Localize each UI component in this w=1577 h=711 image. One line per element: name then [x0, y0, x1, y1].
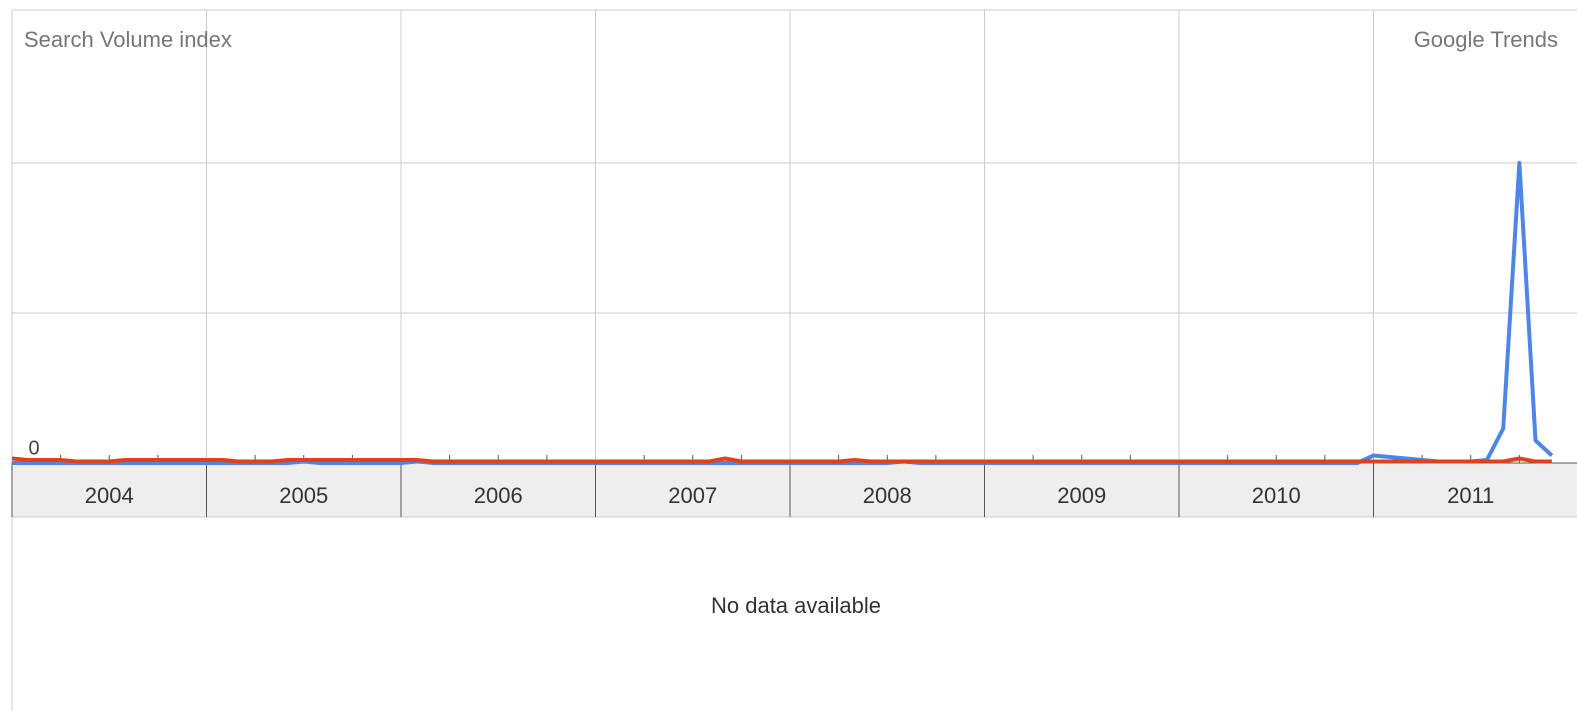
x-tick-label: 2007	[668, 483, 717, 508]
x-tick-label: 2009	[1057, 483, 1106, 508]
series-line	[11, 456, 1552, 464]
x-tick-label: 2008	[863, 483, 912, 508]
x-tick-label: 2005	[279, 483, 328, 508]
x-axis-band	[12, 463, 1577, 517]
x-tick-label: 2010	[1252, 483, 1301, 508]
x-tick-label: 2004	[85, 483, 134, 508]
grid: 2004 2005 2006 2007 2008 2009 2010 2011 0	[11, 10, 1577, 517]
x-tick-label: 2011	[1447, 483, 1494, 508]
y-tick-label: 0	[28, 437, 39, 459]
chart-title: Search Volume index	[24, 27, 232, 52]
x-tick-label: 2006	[474, 483, 523, 508]
brand: Google Trends	[1414, 27, 1558, 52]
lines	[11, 161, 1554, 465]
no-data-note: No data available	[711, 593, 881, 618]
